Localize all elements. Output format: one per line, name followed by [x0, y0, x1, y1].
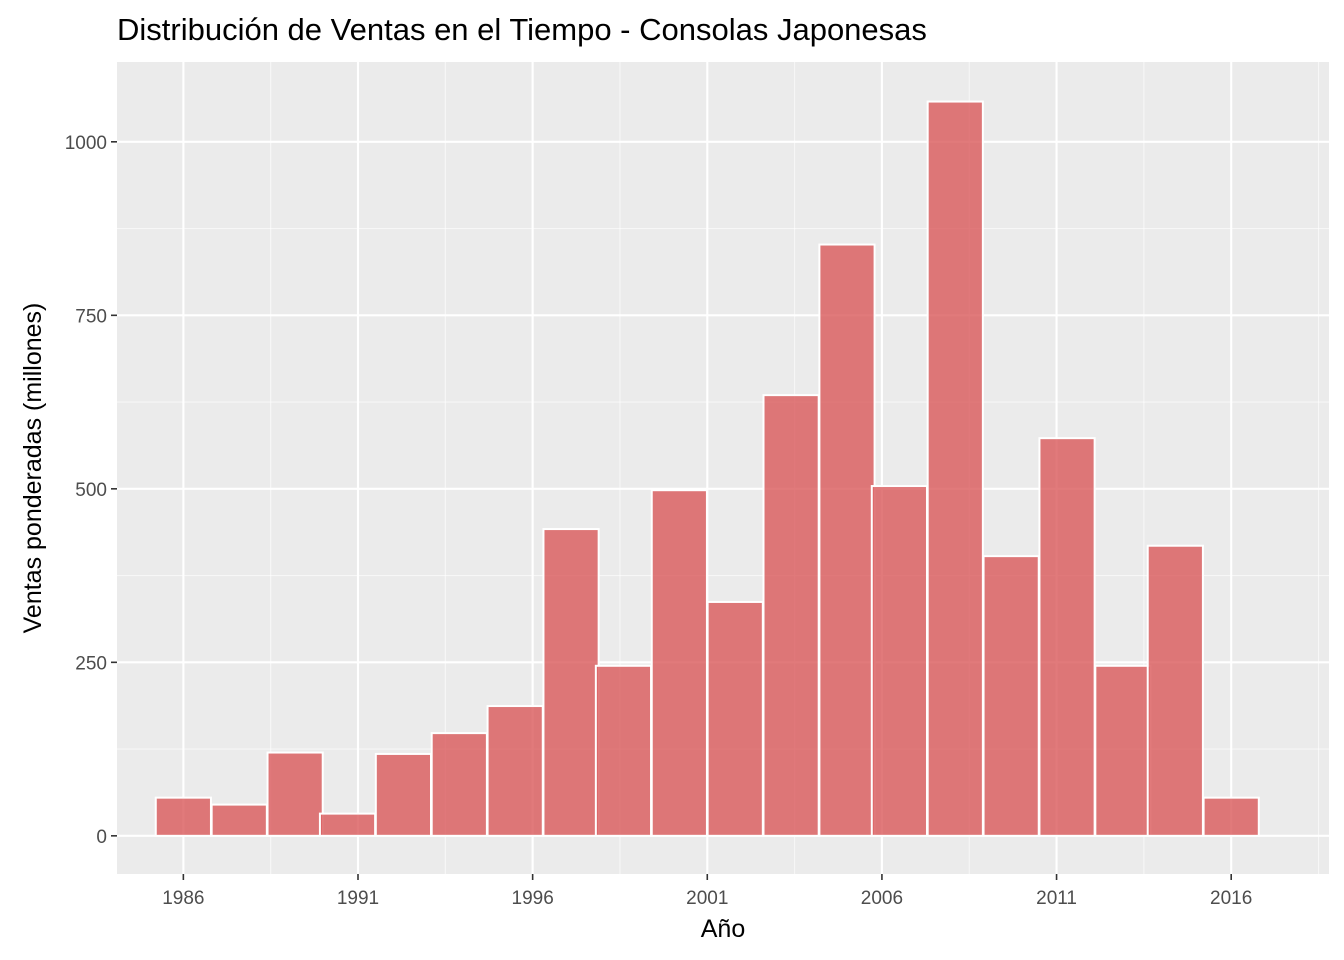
histogram-bar [1146, 544, 1204, 837]
y-axis-title: Ventas ponderadas (millones) [19, 303, 47, 634]
x-tick-label: 2016 [1210, 888, 1252, 909]
histogram-bar [706, 600, 764, 837]
histogram-bar [1038, 437, 1096, 837]
chart-title: Distribución de Ventas en el Tiempo - Co… [117, 12, 927, 47]
histogram-bar [650, 489, 708, 837]
x-tick-label: 2006 [861, 888, 903, 909]
y-tick-label: 1000 [65, 133, 107, 154]
y-tick-label: 500 [75, 480, 107, 501]
histogram-bar [870, 485, 928, 837]
histogram-bar [210, 803, 268, 837]
y-tick-label: 0 [96, 827, 107, 848]
histogram-bar [154, 796, 212, 837]
histogram-bar [266, 751, 324, 837]
histogram-bar [594, 664, 653, 837]
y-tick-label: 250 [75, 653, 107, 674]
y-tick-label: 750 [75, 306, 107, 327]
x-tick-label: 2001 [686, 888, 728, 909]
x-tick-label: 2011 [1036, 888, 1077, 909]
y-axis: 0 250 500 750 1000 [65, 133, 117, 848]
histogram-bar [374, 752, 433, 837]
x-tick-label: 1986 [162, 888, 204, 909]
histogram-bar [542, 528, 600, 837]
histogram-bar [318, 812, 377, 837]
x-tick-label: 1996 [512, 888, 554, 909]
minor-gridlines [117, 62, 1329, 874]
x-tick-label: 1991 [337, 888, 379, 909]
histogram-bar [1202, 796, 1260, 837]
histogram-bar [430, 732, 488, 837]
x-axis-title: Año [701, 915, 745, 943]
histogram-bar [818, 243, 876, 837]
histogram-bar [926, 100, 984, 837]
histogram-bar [982, 555, 1040, 837]
histogram-bars [154, 100, 1260, 837]
histogram-bar [486, 705, 544, 837]
histogram-bar [1094, 664, 1152, 837]
x-axis: 1986 1991 1996 2001 2006 2011 2016 [162, 874, 1252, 909]
histogram-bar [762, 394, 820, 837]
